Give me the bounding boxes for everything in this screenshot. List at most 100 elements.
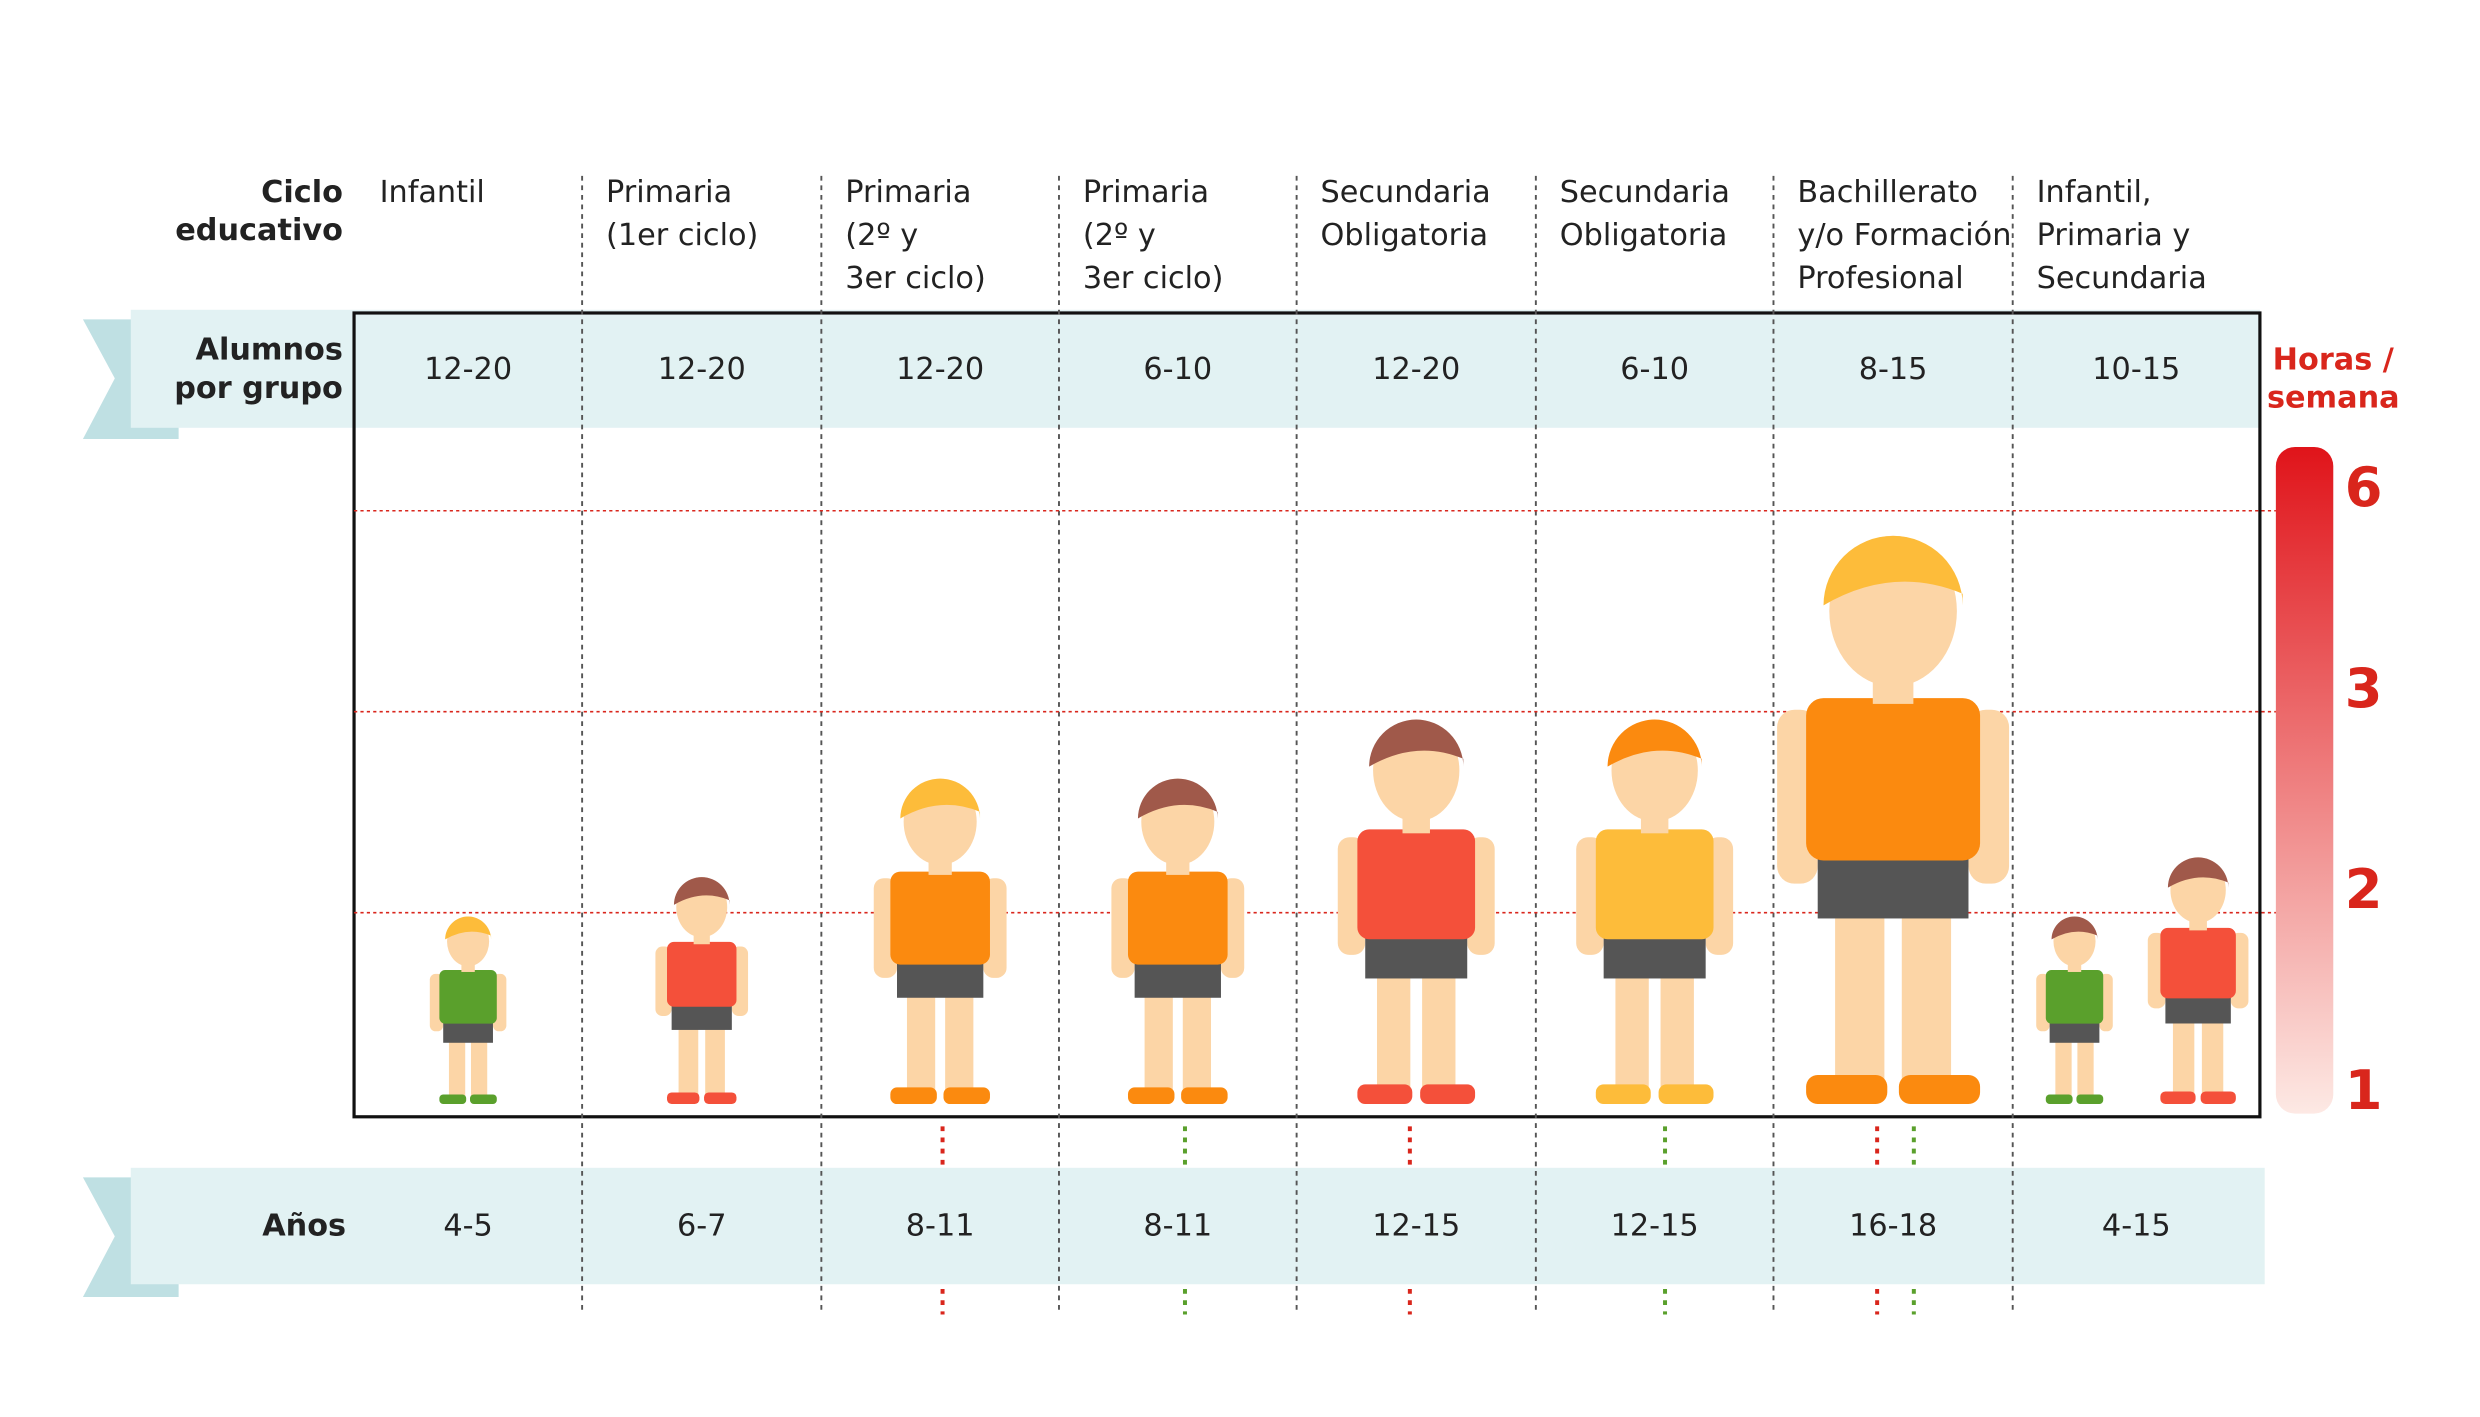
y-tick-label: 6: [2345, 456, 2383, 519]
category-label: Primaria: [1083, 175, 1209, 210]
shirt: [1127, 871, 1228, 965]
shoe: [1127, 1087, 1175, 1105]
shoe: [1420, 1084, 1476, 1105]
age-range: 16-18: [1849, 1208, 1937, 1243]
leg: [2077, 1035, 2094, 1097]
axis-title: Horas /: [2273, 342, 2395, 377]
ages-band: [130, 1167, 2265, 1285]
hair: [1607, 719, 1702, 767]
leg: [2055, 1035, 2072, 1097]
shoe: [943, 1087, 990, 1105]
shoe: [1357, 1084, 1413, 1105]
leg: [705, 1020, 725, 1095]
category-label: Primaria: [845, 175, 971, 210]
hair: [2051, 916, 2098, 940]
shoe: [667, 1092, 700, 1105]
leg: [1901, 895, 1952, 1081]
group-size: 12-20: [896, 352, 984, 387]
shoe: [2160, 1091, 2196, 1105]
shirt: [1595, 829, 1714, 940]
shirt: [667, 941, 737, 1007]
hair: [900, 778, 981, 819]
row-label: educativo: [175, 213, 343, 248]
group-size: 10-15: [2092, 352, 2180, 387]
leg: [470, 1035, 488, 1097]
person: [2036, 916, 2113, 1105]
shirt: [439, 970, 497, 1024]
category-label: 3er ciclo): [845, 261, 986, 296]
shirt: [1357, 829, 1476, 940]
group-size: 12-20: [658, 352, 746, 387]
axis-title: semana: [2267, 381, 2400, 416]
shoe: [890, 1087, 937, 1105]
shirt: [1806, 698, 1981, 861]
person: [2147, 857, 2249, 1105]
age-range: 12-15: [1372, 1208, 1460, 1243]
shoe: [2076, 1094, 2104, 1105]
leg: [1835, 895, 1885, 1081]
frame: [352, 311, 2262, 1119]
dot-marks: [940, 1126, 1916, 1315]
leg: [2201, 1013, 2224, 1094]
group-size: 12-20: [424, 352, 512, 387]
leg: [1615, 962, 1649, 1089]
leg: [1422, 962, 1456, 1089]
leg: [1376, 962, 1411, 1089]
person: [1337, 719, 1495, 1105]
category-label: y/o Formación: [1797, 218, 2011, 253]
group-size: 12-20: [1372, 352, 1460, 387]
hair: [445, 916, 492, 940]
age-range: 6-7: [677, 1208, 726, 1243]
leg: [1660, 962, 1694, 1089]
category-label: Secundaria: [1321, 175, 1491, 210]
shoe: [2045, 1094, 2073, 1105]
category-label: Primaria y: [2037, 218, 2191, 253]
row-label: Alumnos: [196, 333, 343, 368]
shoe: [439, 1094, 467, 1105]
leg: [448, 1035, 466, 1097]
hair: [1369, 719, 1464, 767]
person: [655, 877, 749, 1105]
neck: [2067, 960, 2082, 972]
age-range: 8-11: [1143, 1208, 1212, 1243]
hair: [673, 877, 730, 905]
category-label: Secundaria: [1560, 175, 1730, 210]
age-range: 4-5: [443, 1208, 492, 1243]
category-label: Infantil,: [2037, 175, 2152, 210]
category-label: Secundaria: [2037, 261, 2207, 296]
category-label: 3er ciclo): [1083, 261, 1224, 296]
category-label: (2º y: [1083, 218, 1156, 253]
category-label: Obligatoria: [1321, 218, 1489, 253]
person: [1111, 778, 1245, 1105]
shoe: [1595, 1084, 1651, 1105]
leg: [906, 984, 936, 1091]
shoe: [1806, 1075, 1888, 1105]
shoe: [704, 1092, 737, 1105]
neck: [461, 960, 475, 972]
hours-scale-bar: [2275, 446, 2334, 1114]
age-range: 12-15: [1611, 1208, 1699, 1243]
row-label: Ciclo: [261, 175, 343, 210]
age-range: 8-11: [906, 1208, 975, 1243]
shoe: [1658, 1084, 1714, 1105]
group-size: 8-15: [1859, 352, 1928, 387]
shirt: [2045, 970, 2104, 1024]
person: [1777, 535, 2010, 1105]
row-label: Años: [262, 1208, 346, 1243]
y-tick-label: 2: [2345, 858, 2383, 921]
shoe: [1181, 1087, 1228, 1105]
category-label: Profesional: [1797, 261, 1963, 296]
category-label: Infantil: [380, 175, 485, 210]
person: [429, 916, 507, 1105]
shirt: [2160, 927, 2236, 999]
row-label: por grupo: [174, 371, 343, 406]
leg: [2172, 1013, 2195, 1094]
category-label: Primaria: [606, 175, 732, 210]
leg: [1182, 984, 1212, 1091]
category-label: Bachillerato: [1797, 175, 1978, 210]
hair: [1823, 535, 1963, 606]
shoe: [2200, 1091, 2236, 1105]
leg: [1144, 984, 1173, 1091]
group-size: 6-10: [1143, 352, 1212, 387]
